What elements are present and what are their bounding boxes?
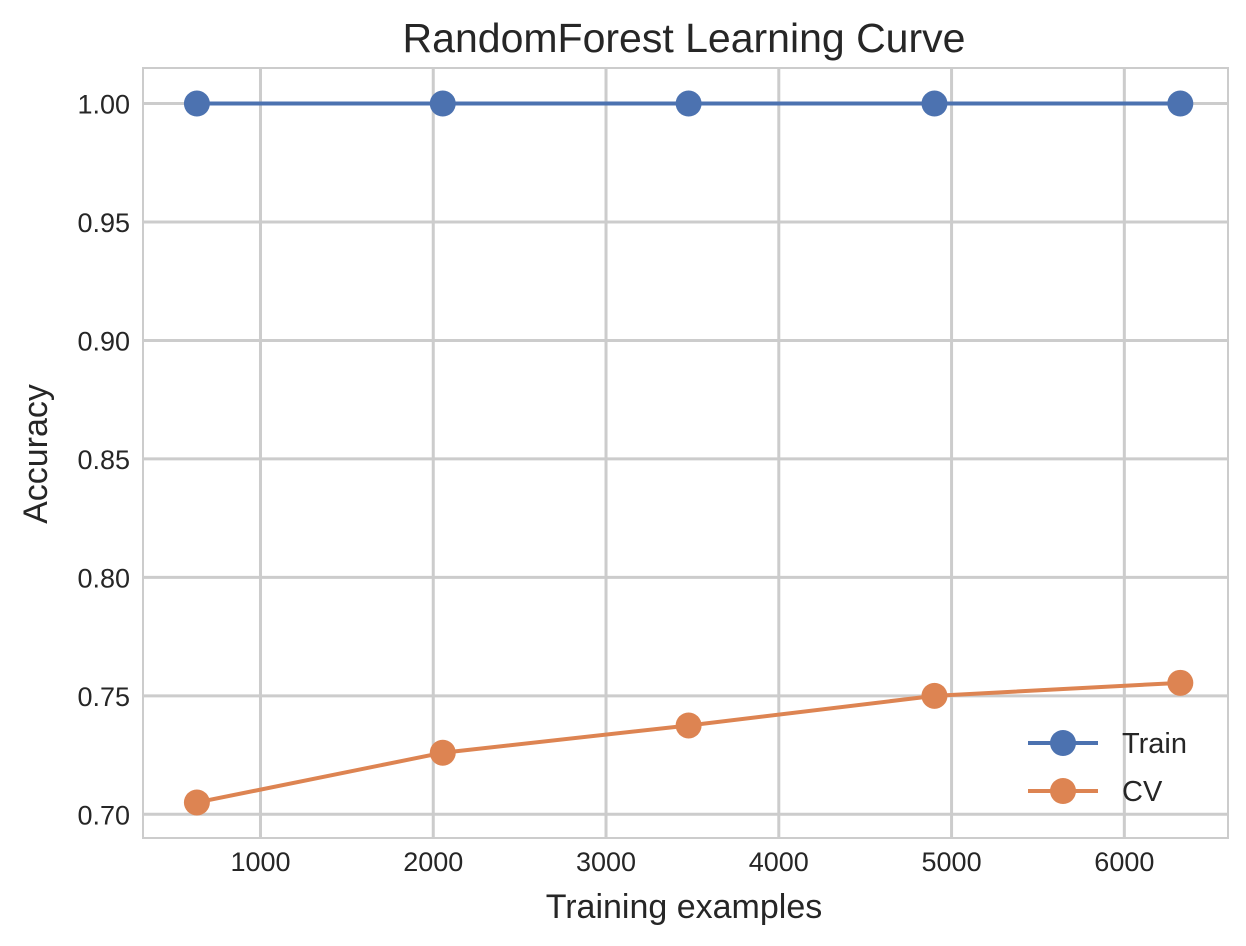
series-cv: [183, 669, 1194, 816]
series: [183, 90, 1194, 816]
x-tick-label: 4000: [749, 847, 809, 877]
legend-label-cv: CV: [1122, 776, 1163, 808]
y-tick-label: 1.00: [77, 90, 130, 120]
data-point-train: [183, 90, 210, 117]
legend-marker-cv: [1050, 778, 1076, 804]
y-tick-label: 0.95: [77, 208, 130, 238]
data-point-cv: [429, 739, 456, 766]
x-tick-label: 1000: [230, 847, 290, 877]
y-tick-label: 0.90: [77, 326, 130, 356]
y-axis-ticks: 0.70 0.75 0.80 0.85 0.90 0.95 1.00: [77, 90, 130, 831]
y-tick-label: 0.80: [77, 563, 130, 593]
y-axis-label: Accuracy: [17, 384, 55, 524]
x-tick-label: 3000: [576, 847, 636, 877]
plot-frame: [142, 67, 1229, 839]
data-point-cv: [1167, 669, 1194, 696]
data-point-train: [1167, 90, 1194, 117]
x-tick-label: 2000: [403, 847, 463, 877]
x-tick-label: 6000: [1094, 847, 1154, 877]
legend: Train CV: [1028, 728, 1187, 808]
series-train: [183, 90, 1194, 117]
legend-label-train: Train: [1122, 728, 1187, 760]
y-tick-label: 0.75: [77, 682, 130, 712]
legend-item-cv: CV: [1028, 776, 1163, 808]
y-tick-label: 0.85: [77, 445, 130, 475]
data-point-train: [921, 90, 948, 117]
x-axis-label: Training examples: [546, 888, 823, 926]
legend-item-train: Train: [1028, 728, 1187, 760]
x-tick-label: 5000: [922, 847, 982, 877]
chart-title: RandomForest Learning Curve: [403, 15, 966, 61]
x-axis-ticks: 1000 2000 3000 4000 5000 6000: [230, 847, 1154, 877]
data-point-train: [675, 90, 702, 117]
data-point-cv: [921, 682, 948, 709]
data-point-cv: [183, 789, 210, 816]
data-point-train: [429, 90, 456, 117]
y-tick-label: 0.70: [77, 800, 130, 830]
legend-marker-train: [1050, 730, 1076, 756]
data-point-cv: [675, 712, 702, 739]
